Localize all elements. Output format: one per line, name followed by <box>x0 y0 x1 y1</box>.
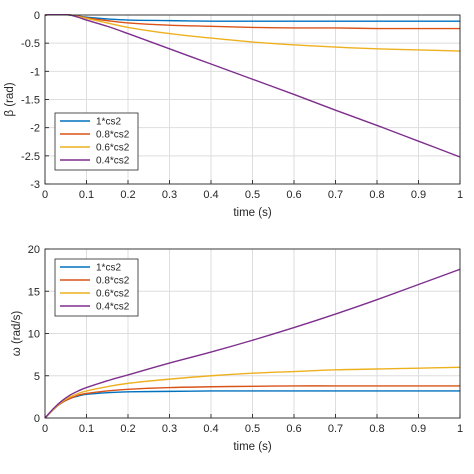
series-line-0-8-cs2 <box>45 385 460 419</box>
y-tick-label: 0 <box>34 413 40 425</box>
legend-label: 0.6*cs2 <box>96 289 130 300</box>
x-axis-label: time (s) <box>233 441 272 453</box>
y-axis-label: β (rad) <box>4 82 16 116</box>
x-tick-label: 0.3 <box>162 423 177 435</box>
x-tick-label: 0.1 <box>79 189 94 201</box>
y-tick-label: -3 <box>30 179 40 191</box>
x-tick-label: 0.9 <box>411 423 426 435</box>
y-tick-label: -0.5 <box>21 38 40 50</box>
x-axis-label: time (s) <box>233 207 272 219</box>
legend-label: 0.6*cs2 <box>96 143 130 154</box>
x-tick-label: 1 <box>457 423 463 435</box>
x-tick-label: 0.7 <box>328 189 343 201</box>
y-tick-label: 20 <box>28 244 40 256</box>
series-line-0-6-cs2 <box>45 366 460 419</box>
y-tick-label: -1 <box>30 66 40 78</box>
x-tick-label: 0.5 <box>245 423 260 435</box>
x-tick-label: 0.6 <box>286 423 301 435</box>
legend-label: 0.4*cs2 <box>96 302 130 313</box>
series-group <box>45 268 460 419</box>
x-tick-label: 0.2 <box>120 423 135 435</box>
legend-label: 1*cs2 <box>96 263 121 274</box>
axes-frame <box>44 14 461 185</box>
legend-label: 0.8*cs2 <box>96 276 130 287</box>
series-line-0-4-cs2 <box>45 268 460 419</box>
x-tick-label: 0.8 <box>369 189 384 201</box>
legend-label: 1*cs2 <box>96 117 121 128</box>
chart-panel-1: 0 0.1 0.2 0.3 0.4 0.5 0.6 0.7 0.8 0.9 1 0 -0.5 -1 -1.5… <box>4 10 463 219</box>
y-tick-label: -1.5 <box>21 95 40 107</box>
x-tick-label: 0 <box>42 423 48 435</box>
x-tick-label: 0.8 <box>369 423 384 435</box>
chart-panel-2: 0 0.1 0.2 0.3 0.4 0.5 0.6 0.7 0.8 0.9 105101520tim… <box>11 244 463 453</box>
axes-frame <box>44 248 461 419</box>
x-tick-label: 1 <box>457 189 463 201</box>
y-tick-label: 5 <box>34 371 40 383</box>
y-tick-label: -2 <box>30 123 40 135</box>
x-tick-label: 0.6 <box>286 189 301 201</box>
x-tick-label: 0.3 <box>162 189 177 201</box>
y-axis-label: ω (rad/s) <box>11 311 23 357</box>
x-tick-label: 0.4 <box>203 423 218 435</box>
x-tick-label: 0.9 <box>411 189 426 201</box>
legend: 1*cs2 0.8*cs2 0.6*cs2 0.4*cs2 <box>54 258 139 317</box>
x-tick-label: 0.7 <box>328 423 343 435</box>
x-tick-label: 0.1 <box>79 423 94 435</box>
legend: 1*cs2 0.8*cs2 0.6*cs2 0.4*cs2 <box>54 112 139 171</box>
y-tick-label: 10 <box>28 329 40 341</box>
legend-label: 0.4*cs2 <box>96 156 130 167</box>
legend-label: 0.8*cs2 <box>96 130 130 141</box>
y-tick-label: 15 <box>28 286 40 298</box>
x-tick-label: 0.2 <box>120 189 135 201</box>
y-tick-label: -2.5 <box>21 151 40 163</box>
x-tick-label: 0.5 <box>245 189 260 201</box>
x-tick-label: 0 <box>42 189 48 201</box>
y-tick-label: 0 <box>34 10 40 22</box>
x-tick-label: 0.4 <box>203 189 218 201</box>
